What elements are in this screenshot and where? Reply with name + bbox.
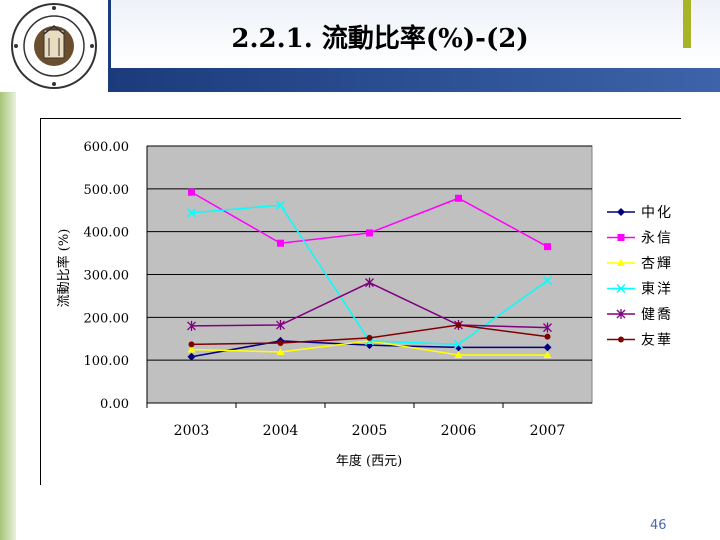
x-tick-labels: 2003 2004 2005 2006 2007	[146, 403, 566, 439]
data-point	[276, 320, 285, 331]
data-point	[187, 345, 196, 353]
legend-marker	[618, 336, 624, 343]
data-point	[453, 339, 464, 349]
left-decor-strip	[0, 92, 16, 540]
slide-title: 2.2.1. 流動比率(%)-(2)	[231, 24, 529, 54]
legend-marker	[617, 259, 625, 266]
data-point	[275, 200, 286, 210]
legend-label: 友華	[641, 333, 673, 349]
x-tick-label: 2007	[530, 423, 566, 439]
x-axis-label: 年度 (西元)	[336, 453, 402, 469]
y-tick-label: 300.00	[84, 269, 130, 284]
page-number: 46	[650, 518, 667, 533]
y-tick-label: 100.00	[84, 354, 130, 369]
data-point	[188, 341, 195, 348]
data-point	[544, 333, 551, 340]
legend-label: 中化	[641, 205, 673, 221]
y-tick-labels: 0.00 100.00 200.00 300.00 400.00 500.00 600.00	[84, 140, 130, 412]
data-point	[543, 343, 552, 352]
data-point	[543, 351, 552, 359]
legend-label: 杏輝	[641, 256, 673, 272]
gridlines	[146, 145, 592, 404]
header-title-area	[110, 0, 720, 68]
data-point	[366, 334, 373, 341]
data-point	[455, 322, 462, 329]
header-band	[110, 68, 720, 92]
legend-marker	[616, 309, 626, 319]
y-tick-label: 500.00	[84, 183, 130, 198]
x-tick-label: 2004	[263, 423, 299, 439]
x-tick-label: 2003	[174, 423, 210, 439]
series-lines	[186, 188, 553, 361]
data-point	[277, 340, 284, 347]
y-axis-label: 流動比率 (%)	[56, 229, 72, 308]
legend-label: 健喬	[641, 307, 673, 323]
y-tick-label: 200.00	[84, 311, 130, 326]
university-logo	[0, 0, 111, 92]
y-tick-label: 0.00	[100, 397, 129, 412]
data-point	[276, 348, 285, 356]
data-point	[366, 229, 373, 237]
data-point	[454, 351, 463, 359]
x-tick-label: 2006	[441, 423, 477, 439]
data-point	[186, 208, 197, 218]
data-point	[542, 275, 553, 286]
accent-bar	[683, 0, 691, 48]
data-point	[187, 352, 196, 361]
data-point	[187, 320, 196, 331]
data-point	[543, 322, 552, 333]
legend-label: 東洋	[641, 282, 673, 298]
data-point	[544, 243, 551, 251]
x-tick-label: 2005	[352, 423, 388, 439]
data-point	[188, 188, 195, 196]
data-point	[455, 194, 462, 202]
legend-marker	[617, 208, 625, 216]
legend-label: 永信	[641, 231, 673, 247]
legend-marker	[616, 283, 626, 294]
y-tick-label: 400.00	[84, 226, 130, 241]
data-point	[365, 277, 374, 288]
chart-frame	[40, 118, 681, 485]
data-point	[277, 239, 284, 247]
legend-marker	[617, 234, 625, 241]
y-tick-label: 600.00	[84, 140, 130, 155]
